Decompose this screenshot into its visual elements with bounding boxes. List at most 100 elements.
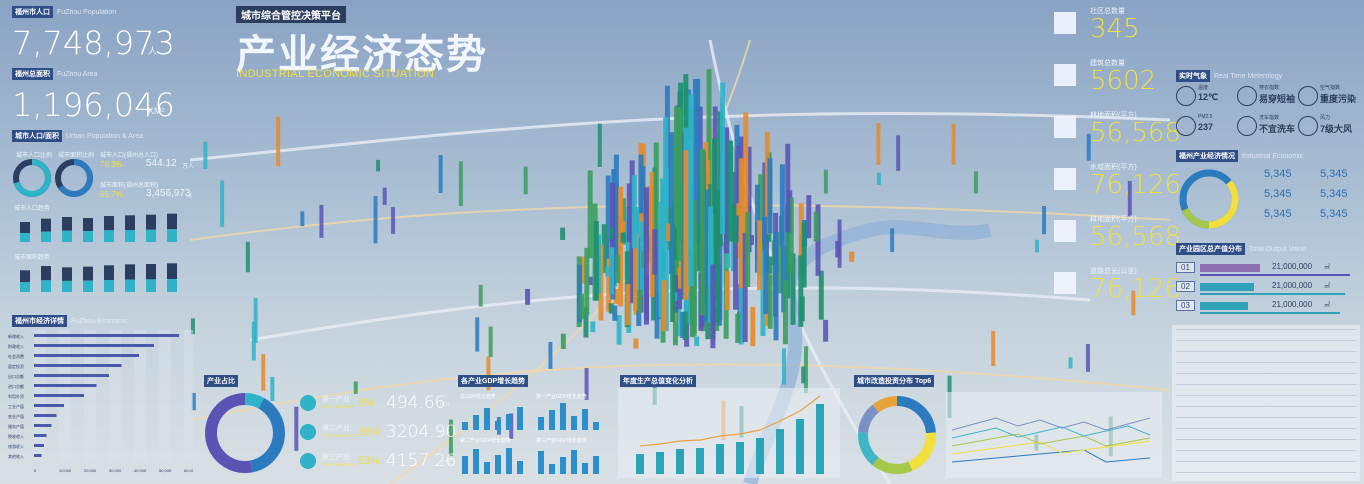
map-bar [746, 146, 752, 253]
trend-bar [125, 230, 135, 242]
invest-line [951, 440, 1151, 455]
trend-bar [20, 233, 30, 242]
econ-row-label: 旅游收入 [8, 443, 24, 449]
rank-value: 21,000,000 [1272, 262, 1313, 271]
trend-bar [62, 230, 72, 242]
map-bar [683, 150, 689, 300]
econ-bar [34, 364, 122, 367]
map-bar [448, 419, 453, 456]
map-bar [245, 241, 250, 273]
map-bar [633, 233, 639, 312]
map-bar [579, 293, 585, 320]
gdp-bar [571, 416, 577, 430]
map-bar [762, 162, 768, 255]
map-bar [658, 202, 664, 318]
ring1-label: 城市人口比例 [16, 153, 53, 159]
map-bar [742, 232, 748, 343]
map-bar [991, 330, 996, 367]
trend-bar-top [83, 266, 93, 281]
map-bar [654, 228, 660, 339]
map-bar [682, 311, 688, 340]
population-trend-chart [20, 213, 177, 242]
stat2-pct: 65.7% [100, 190, 123, 199]
share-pct: 53% [358, 455, 381, 467]
map-bar [767, 158, 773, 234]
map-road [249, 286, 1091, 342]
map-bar [798, 203, 804, 276]
map-bar [818, 270, 824, 320]
gdp-bar [506, 448, 512, 474]
table-row [1176, 417, 1356, 418]
ring2-label: 城市面积比例 [58, 153, 95, 159]
map-bar [736, 203, 741, 216]
weather-value: 237 [1198, 122, 1214, 132]
map-bar [735, 313, 741, 343]
industry-title: 福州产业经济情况 Industrial Economic [1176, 150, 1303, 162]
annual-bar [816, 404, 824, 474]
map-bar [876, 123, 881, 165]
econ-tick: 30,000 [109, 468, 122, 473]
map-bar [823, 169, 828, 194]
grid-band [109, 330, 121, 462]
econ-tick: 40,000 [134, 468, 147, 473]
gdp-sub-title: 第三产业GDP增长趋势 [536, 437, 587, 444]
map-bar [672, 193, 678, 346]
annual-bar [756, 438, 764, 474]
map-bar [674, 106, 680, 268]
stat-icon [1054, 64, 1076, 86]
map-bar [677, 288, 683, 310]
map-bar [710, 264, 716, 349]
gdp-bar [506, 414, 512, 430]
stat1-label: 城市人口(福州总人口) [100, 153, 158, 159]
annual-gdp-chart [618, 388, 840, 478]
map-bar [261, 354, 266, 391]
share-en: THIRD INDUSTRY [322, 462, 356, 467]
map-bar [750, 306, 756, 347]
map-bar [631, 175, 637, 249]
map-bar [376, 159, 381, 172]
rank-badge: 03 [1176, 300, 1195, 311]
map-bar [720, 82, 726, 234]
rank-unit: ㎡ [1324, 303, 1331, 309]
map-bar [203, 141, 208, 169]
map-bar [587, 170, 593, 259]
map-bar [876, 172, 881, 185]
map-bar [715, 281, 721, 301]
trend-bar [41, 280, 51, 292]
map-bar [615, 255, 621, 284]
map-bar [671, 227, 677, 260]
weather-label: 洗车指数 [1259, 115, 1280, 121]
econ-row-label: 服务产值 [8, 423, 24, 429]
trend-bar-top [125, 264, 135, 280]
industry-value: 5,345 [1264, 208, 1292, 220]
gdp-bar [549, 410, 555, 430]
map-bar [609, 227, 615, 295]
investment-donut [858, 396, 936, 474]
urban-title: 城市人口/面积 Urban Population & Area [12, 130, 143, 142]
map-bar [728, 140, 734, 242]
share-value: 494.66 [386, 393, 446, 413]
map-bar [478, 284, 483, 307]
map-bar [781, 348, 786, 385]
table-row [1176, 439, 1356, 440]
map-bar [584, 247, 590, 315]
econ-tick: 10,000 [59, 468, 72, 473]
table-row [1176, 329, 1356, 330]
econ-bar [34, 454, 42, 457]
annual-line [639, 395, 821, 447]
trend2-label: 城市面积趋势 [14, 255, 51, 261]
map-bar [486, 356, 491, 391]
gdp-sub-title: 第一产业GDP增长趋势 [536, 393, 587, 400]
rank-unit: ㎡ [1324, 284, 1331, 290]
urban-rings [13, 159, 93, 197]
map-bar [703, 189, 709, 234]
map-bar [890, 228, 895, 253]
map-bar [663, 167, 669, 331]
stat-value: 56,568 [1090, 222, 1181, 252]
map-bar [251, 321, 256, 361]
rank-value: 21,000,000 [1272, 300, 1313, 309]
industry-value: 5,345 [1320, 208, 1348, 220]
map-bar [743, 112, 749, 238]
stat-icon [1054, 168, 1076, 190]
